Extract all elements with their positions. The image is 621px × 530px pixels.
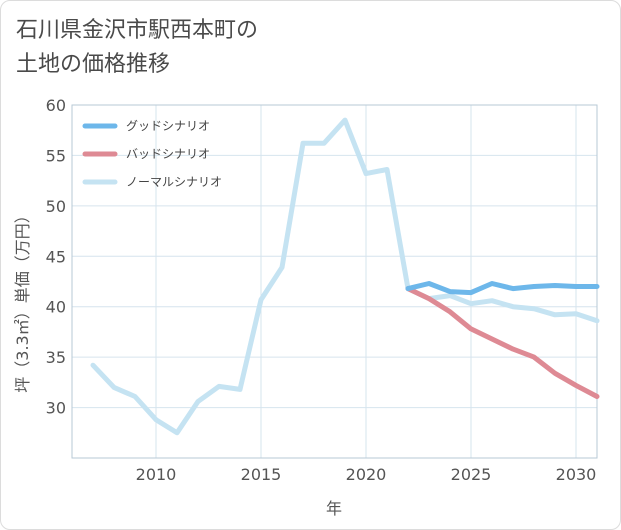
series-lines	[90, 117, 600, 436]
chart-title-line-1: 石川県金沢市駅西本町の	[16, 18, 259, 43]
x-tick-label-2015: 2015	[241, 465, 282, 484]
y-axis-ticks: 30 35 40 45 50 55 60	[46, 96, 66, 418]
legend-label-bad: バッドシナリオ	[126, 147, 210, 161]
y-tick-label-55: 55	[46, 146, 66, 165]
x-tick-label-2010: 2010	[136, 465, 177, 484]
y-tick-label-60: 60	[46, 96, 66, 115]
y-tick-label-45: 45	[46, 247, 66, 266]
chart-title: 石川県金沢市駅西本町の 土地の価格推移	[16, 14, 258, 82]
x-axis-label: 年	[326, 499, 342, 518]
plot-area-border	[71, 104, 598, 459]
series-line-good	[405, 281, 600, 296]
legend: グッドシナリオ バッドシナリオ ノーマルシナリオ	[82, 119, 222, 189]
x-tick-label-2020: 2020	[346, 465, 387, 484]
y-tick-label-50: 50	[46, 197, 66, 216]
y-tick-label-35: 35	[46, 348, 66, 367]
x-tick-label-2030: 2030	[556, 465, 597, 484]
y-axis-label: 坪（3.3㎡）単価（万円）	[13, 207, 32, 392]
y-tick-label-30: 30	[46, 399, 66, 418]
series-line-bad	[405, 286, 600, 399]
x-tick-label-2025: 2025	[451, 465, 492, 484]
y-tick-label-40: 40	[46, 298, 66, 317]
legend-label-normal: ノーマルシナリオ	[126, 175, 222, 189]
x-axis-ticks: 2010 2015 2020 2025 2030	[136, 465, 597, 484]
chart-title-line-2: 土地の価格推移	[16, 52, 171, 77]
legend-label-good: グッドシナリオ	[126, 119, 210, 133]
series-line-normal	[90, 117, 600, 436]
